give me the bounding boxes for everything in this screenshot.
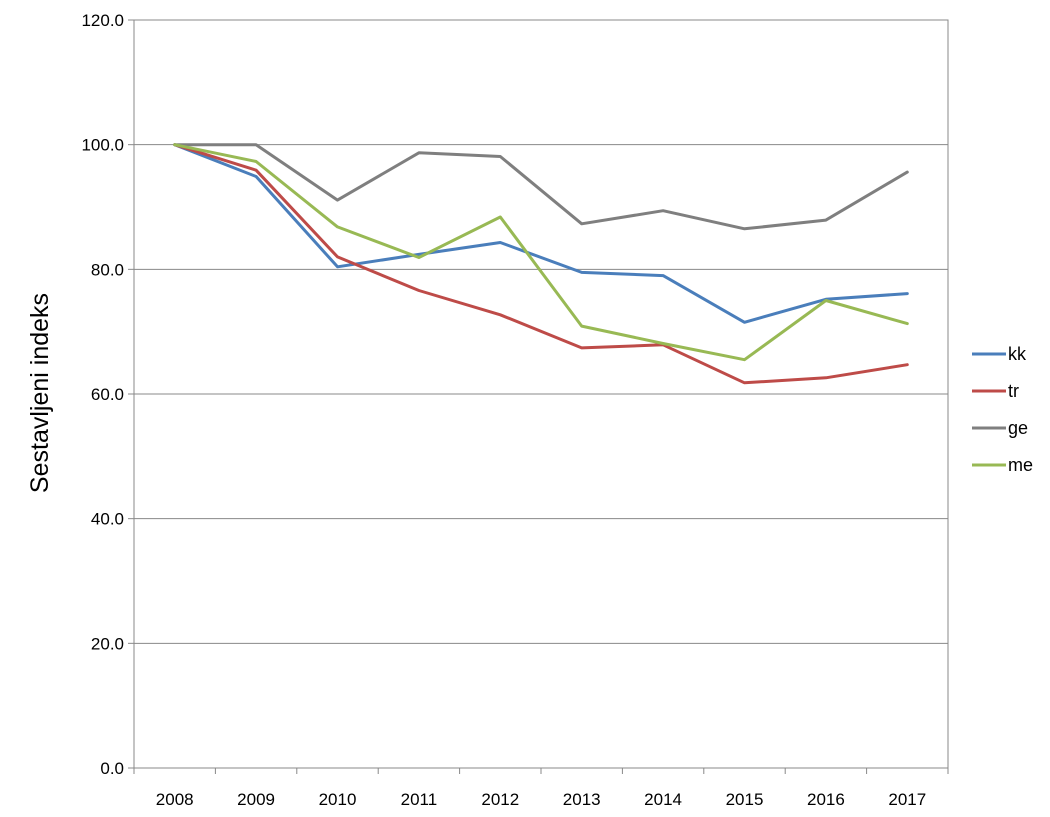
- x-tick-label: 2008: [156, 790, 194, 809]
- y-tick-label: 0.0: [100, 759, 124, 778]
- series-line-tr: [173, 143, 909, 385]
- y-axis-ticks: 0.0 20.0 40.0 60.0 80.0 100.0 120.0: [81, 11, 134, 778]
- x-tick-label: 2014: [644, 790, 682, 809]
- x-tick-label: 2017: [888, 790, 926, 809]
- x-tick-label: 2010: [319, 790, 357, 809]
- x-tick-label: 2012: [481, 790, 519, 809]
- y-tick-label: 20.0: [91, 634, 124, 653]
- x-tick-label: 2011: [401, 790, 438, 809]
- x-tick-label: 2015: [726, 790, 764, 809]
- x-tick-label: 2013: [563, 790, 601, 809]
- x-tick-label: 2009: [237, 790, 275, 809]
- y-tick-label: 80.0: [91, 260, 124, 279]
- y-tick-label: 60.0: [91, 385, 124, 404]
- grid: [133, 19, 949, 769]
- y-axis-title: Sestavljeni indeks: [26, 293, 54, 493]
- legend-label-me: me: [1008, 455, 1033, 475]
- y-tick-label: 40.0: [91, 510, 124, 529]
- legend-label-tr: tr: [1008, 381, 1019, 401]
- legend-label-ge: ge: [1008, 418, 1028, 438]
- series-lines: [173, 143, 909, 385]
- series-line-ge: [173, 143, 909, 231]
- x-tick-label: 2016: [807, 790, 845, 809]
- x-axis-ticks: 2008 2009 2010 2011 2012 2013 2014 2015 2016 2017: [133, 768, 949, 809]
- series-line-me: [173, 143, 909, 362]
- legend: kk tr ge me: [972, 344, 1033, 475]
- series-line-kk: [173, 143, 909, 324]
- y-tick-label: 120.0: [81, 11, 124, 30]
- legend-label-kk: kk: [1008, 344, 1027, 364]
- y-tick-label: 100.0: [81, 136, 124, 155]
